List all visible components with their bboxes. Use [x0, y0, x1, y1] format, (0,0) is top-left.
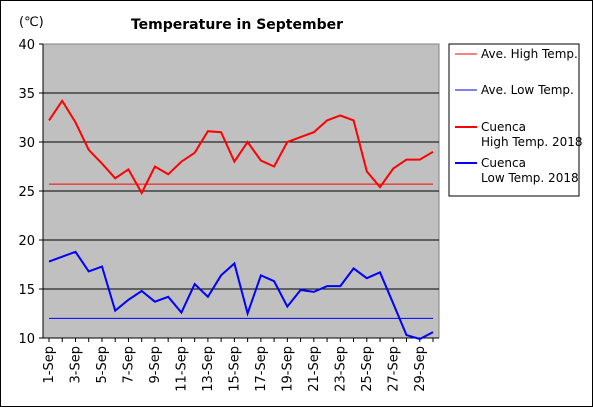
legend: Ave. High Temp.Ave. Low Temp.CuencaHigh … [449, 44, 583, 196]
y-tick-label: 25 [18, 185, 35, 200]
plot-area: 10 15 20 25 30 35 40 1-Sep 3-Sep 5-Sep 7-Sep 9-Sep 1… [18, 38, 439, 392]
x-tick-label: 29-Sep [413, 346, 428, 392]
legend-label: Ave. High Temp. [481, 47, 578, 61]
x-tick-label: 27-Sep [386, 346, 401, 392]
x-tick-label: 13-Sep [201, 346, 216, 392]
y-axis-unit: (℃) [19, 15, 44, 30]
x-tick-label: 23-Sep [333, 346, 348, 392]
x-tick-label: 21-Sep [307, 346, 322, 392]
legend-label: High Temp. 2018 [481, 135, 583, 149]
legend-label: Ave. Low Temp. [481, 83, 574, 97]
x-tick-label: 9-Sep [148, 346, 163, 383]
y-tick-label: 20 [18, 234, 35, 249]
legend-label: Low Temp. 2018 [481, 171, 579, 185]
x-tick-label: 17-Sep [254, 346, 269, 392]
y-tick-label: 10 [18, 332, 35, 347]
x-tick-label: 7-Sep [121, 346, 136, 383]
legend-label: Cuenca [481, 156, 526, 170]
y-tick-label: 40 [18, 38, 35, 53]
y-tick-label: 30 [18, 136, 35, 151]
x-tick-label: 5-Sep [95, 346, 110, 383]
chart-title: Temperature in September [131, 17, 343, 33]
x-tick-label: 1-Sep [42, 346, 57, 383]
x-tick-label: 3-Sep [68, 346, 83, 383]
y-tick-label: 35 [18, 87, 35, 102]
legend-label: Cuenca [481, 120, 526, 134]
x-tick-label: 11-Sep [174, 346, 189, 392]
x-tick-label: 19-Sep [280, 346, 295, 392]
x-tick-label: 15-Sep [227, 346, 242, 392]
x-tick-label: 25-Sep [360, 346, 375, 392]
y-tick-label: 15 [18, 283, 35, 298]
